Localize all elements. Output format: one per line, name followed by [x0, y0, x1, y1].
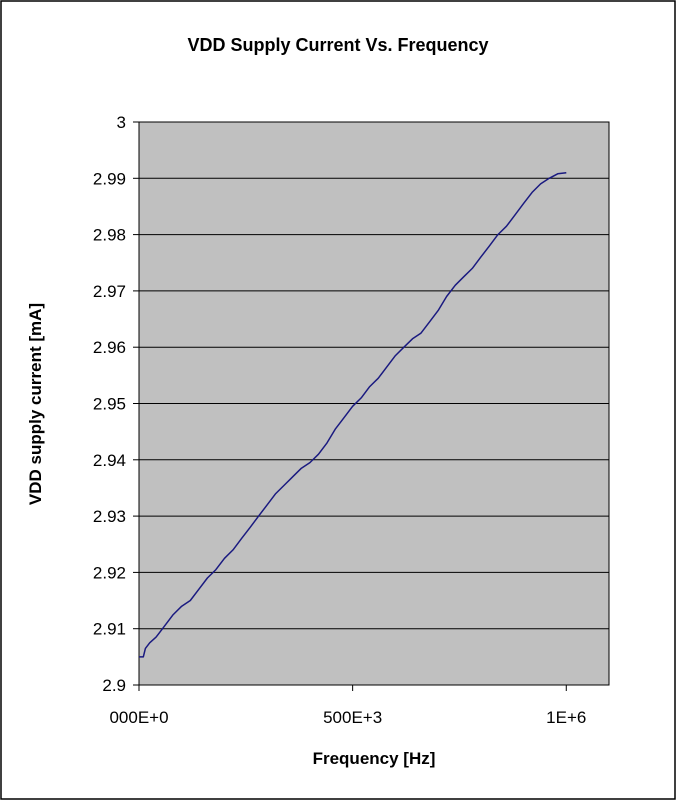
x-axis-label: Frequency [Hz] — [313, 749, 436, 768]
chart-title: VDD Supply Current Vs. Frequency — [187, 35, 488, 55]
y-tick-label: 2.91 — [93, 620, 126, 639]
y-tick-label: 2.96 — [93, 338, 126, 357]
x-tick-label: 500E+3 — [323, 708, 382, 727]
y-tick-label: 2.9 — [102, 676, 126, 695]
y-tick-label: 2.98 — [93, 226, 126, 245]
y-tick-label: 2.99 — [93, 169, 126, 188]
y-tick-marks — [133, 121, 139, 686]
y-tick-label: 3 — [117, 113, 126, 132]
x-tick-labels: 000E+0 500E+3 1E+6 — [109, 708, 586, 727]
y-tick-label: 2.95 — [93, 395, 126, 414]
y-tick-label: 2.92 — [93, 563, 126, 582]
x-tick-label: 000E+0 — [109, 708, 168, 727]
y-tick-label: 2.93 — [93, 507, 126, 526]
x-tick-marks — [138, 685, 567, 691]
series-line — [139, 171, 567, 658]
x-tick-label: 1E+6 — [546, 708, 586, 727]
y-tick-label: 2.94 — [93, 451, 126, 470]
series-group — [139, 171, 567, 658]
y-tick-label: 2.97 — [93, 282, 126, 301]
grid-lines — [139, 177, 609, 630]
y-tick-labels: 2.9 2.91 2.92 2.93 2.94 2.95 2.96 2.97 2.98 2.99 3 — [93, 113, 126, 695]
y-axis-label: VDD supply current [mA] — [26, 303, 45, 505]
